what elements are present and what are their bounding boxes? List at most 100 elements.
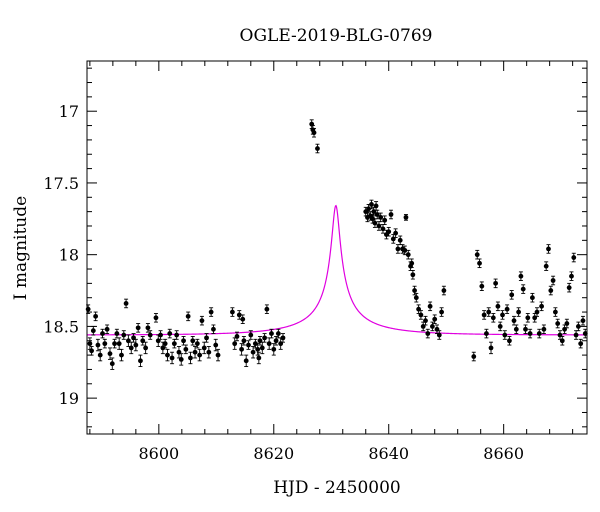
point-marker <box>484 331 489 336</box>
y-tick-label: 17.5 <box>43 174 79 193</box>
data-point <box>439 307 444 317</box>
point-marker <box>87 341 93 347</box>
data-point <box>315 143 320 154</box>
data-point <box>373 201 379 211</box>
point-marker <box>427 303 433 309</box>
data-point <box>418 310 424 320</box>
point-marker <box>311 130 317 136</box>
data-point <box>165 348 170 362</box>
point-marker <box>403 214 409 220</box>
point-marker <box>500 312 505 318</box>
data-point <box>211 324 216 335</box>
point-marker <box>174 332 180 338</box>
data-point <box>550 275 556 286</box>
x-tick-label: 8600 <box>138 444 179 463</box>
point-marker <box>256 355 262 361</box>
data-point <box>523 324 528 335</box>
point-marker <box>550 278 556 283</box>
data-point <box>393 228 399 238</box>
point-marker <box>539 303 544 309</box>
point-marker <box>160 345 166 351</box>
data-point <box>530 292 535 303</box>
point-marker <box>530 295 535 301</box>
point-marker <box>230 309 235 315</box>
data-point <box>160 341 166 355</box>
point-marker <box>471 354 477 359</box>
data-point <box>420 321 426 332</box>
point-marker <box>523 326 528 332</box>
point-marker <box>273 338 279 344</box>
point-marker <box>112 341 117 347</box>
data-point <box>477 258 482 269</box>
data-point <box>397 235 403 246</box>
data-point <box>495 301 501 312</box>
point-marker <box>241 338 247 344</box>
data-point <box>539 301 544 312</box>
point-marker <box>479 283 485 289</box>
data-point <box>481 310 487 320</box>
point-marker <box>188 355 193 361</box>
point-marker <box>388 212 394 217</box>
point-marker <box>248 332 254 338</box>
point-marker <box>315 146 320 151</box>
data-point <box>123 298 129 309</box>
data-point <box>167 328 173 339</box>
data-point <box>430 321 435 332</box>
point-marker <box>497 324 503 329</box>
data-point <box>232 337 238 350</box>
model-curve-layer <box>87 204 587 336</box>
axis-ticks: 8600 8620 8640 8660 17 17.5 18 18.5 19 <box>43 61 587 463</box>
data-point <box>188 351 193 365</box>
point-marker <box>275 331 281 336</box>
point-marker <box>147 332 153 338</box>
data-point <box>246 340 251 350</box>
point-marker <box>525 315 531 321</box>
point-marker <box>511 318 517 324</box>
point-marker <box>246 342 251 348</box>
data-point <box>256 351 262 365</box>
point-marker <box>192 349 198 355</box>
data-point <box>240 314 246 324</box>
data-point <box>239 343 244 356</box>
data-point <box>541 324 547 335</box>
point-marker <box>252 341 258 347</box>
point-marker <box>564 321 570 326</box>
point-marker <box>199 318 205 324</box>
data-points-layer <box>85 119 588 370</box>
point-marker <box>432 316 438 322</box>
data-point <box>114 328 120 339</box>
point-marker <box>488 345 494 351</box>
data-point <box>107 347 113 360</box>
data-point <box>243 354 249 368</box>
data-point <box>194 338 200 349</box>
data-point <box>174 330 180 340</box>
data-point <box>374 209 380 220</box>
point-marker <box>376 223 382 229</box>
point-marker <box>366 206 372 212</box>
y-tick-label: 18 <box>59 246 79 265</box>
data-point <box>197 348 203 362</box>
point-marker <box>372 220 378 226</box>
data-point <box>204 333 209 343</box>
point-marker <box>171 341 177 347</box>
point-marker <box>507 338 512 344</box>
point-marker <box>516 309 522 315</box>
data-point <box>425 328 431 339</box>
data-point <box>511 315 517 326</box>
data-point <box>140 335 146 346</box>
point-marker <box>114 331 120 336</box>
point-marker <box>575 324 581 329</box>
data-point <box>102 338 108 349</box>
data-point <box>543 261 549 271</box>
data-point <box>264 304 270 314</box>
data-point <box>365 212 370 223</box>
data-point <box>206 346 212 359</box>
point-marker <box>181 338 186 344</box>
data-point <box>390 234 396 244</box>
data-point <box>119 348 124 362</box>
data-point <box>185 311 191 322</box>
point-marker <box>513 326 519 332</box>
data-point <box>252 338 258 349</box>
data-point <box>208 307 214 317</box>
data-point <box>100 328 105 339</box>
